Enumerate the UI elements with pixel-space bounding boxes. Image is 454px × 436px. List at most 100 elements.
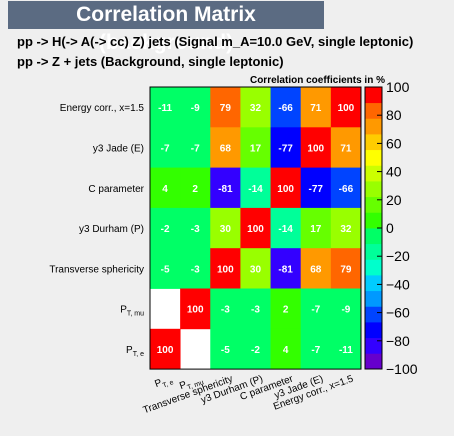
heatmap-cell-value: -11	[158, 103, 172, 114]
heatmap-cell-value: -3	[191, 224, 200, 235]
colorbar-segment	[365, 275, 382, 292]
heatmap-cell-value: -9	[341, 305, 350, 316]
heatmap-cell	[180, 127, 211, 168]
heatmap-cell-value: -2	[251, 345, 260, 356]
row-label: Transverse sphericity	[49, 264, 144, 275]
heatmap-cell	[270, 248, 302, 289]
heatmap-cell	[150, 328, 181, 370]
heatmap-cell	[270, 207, 302, 249]
heatmap-cell-value: 4	[162, 184, 168, 195]
colorbar-segment	[365, 212, 382, 229]
heatmap-cell	[150, 127, 181, 168]
heatmap-cell-value: -5	[161, 264, 170, 275]
colorbar-segment	[365, 149, 382, 166]
heatmap-cell	[270, 288, 302, 330]
heatmap-cell-value: 2	[283, 305, 289, 316]
colorbar-tick-label: 100	[386, 79, 410, 95]
heatmap-cell	[330, 328, 362, 370]
heatmap-cell-value: 100	[307, 143, 324, 154]
heatmap-cell-value: -14	[248, 184, 263, 195]
heatmap-cell	[330, 288, 362, 330]
colorbar-segment	[365, 337, 382, 354]
heatmap-cell-value: 17	[250, 143, 262, 154]
colorbar-segment	[365, 322, 382, 339]
heatmap-cell	[240, 288, 271, 330]
heatmap-cell	[210, 288, 241, 330]
heatmap-cell	[300, 127, 332, 168]
heatmap-cell	[300, 207, 332, 249]
colorbar-segment	[365, 102, 382, 119]
row-label: C parameter	[88, 184, 144, 195]
heatmap-cell-value: -7	[311, 305, 320, 316]
row-label: y3 Jade (E)	[93, 143, 144, 154]
heatmap-cell	[150, 248, 181, 289]
heatmap-cell-value: -14	[278, 224, 293, 235]
heatmap-cell-value: -77	[278, 143, 293, 154]
heatmap-cell-value: 4	[283, 345, 289, 356]
colorbar-tick-label: 0	[386, 220, 394, 236]
column-label: PT, e	[153, 374, 174, 392]
heatmap-cell-value: -66	[339, 184, 354, 195]
colorbar-segment	[365, 228, 382, 245]
heatmap-cell	[240, 87, 271, 128]
colorbar-tick-label: −60	[386, 305, 410, 321]
heatmap-cell	[270, 167, 302, 209]
colorbar-tick-label: −100	[386, 361, 418, 377]
heatmap-cell	[210, 207, 241, 249]
heatmap-cell-value: -81	[218, 184, 233, 195]
heatmap-cell-value: -3	[251, 305, 260, 316]
heatmap-cell	[240, 207, 271, 249]
heatmap-cell-value: 100	[217, 264, 234, 275]
heatmap-cell	[150, 207, 181, 249]
page-title: Correlation Matrix (background)	[8, 1, 324, 54]
heatmap-cell	[150, 167, 181, 209]
colorbar-segment	[365, 353, 382, 370]
heatmap-cell-value: 79	[340, 264, 352, 275]
colorbar-segment	[365, 196, 382, 213]
heatmap-cell-value: -3	[221, 305, 230, 316]
signal-subtitle: pp -> H(-> A(-> cc) Z) jets (Signal m_A=…	[17, 34, 414, 49]
heatmap-cell	[210, 127, 241, 168]
row-label: Energy corr., x=1.5	[60, 103, 145, 114]
heatmap-cell	[180, 207, 211, 249]
heatmap-cell-value: -7	[191, 143, 200, 154]
heatmap-cell	[240, 167, 271, 209]
heatmap-cell-value: -77	[309, 184, 324, 195]
row-label: PT, mu	[120, 305, 144, 318]
heatmap-cell	[270, 87, 302, 128]
colorbar-segment	[365, 259, 382, 276]
colorbar-segment	[365, 165, 382, 182]
heatmap-cell	[210, 87, 241, 128]
heatmap-cell	[330, 207, 362, 249]
colorbar-segment	[365, 87, 382, 104]
heatmap-cell	[270, 127, 302, 168]
heatmap-cell-value: -11	[339, 345, 353, 356]
chart-title: Correlation coefficients in %	[250, 75, 385, 86]
heatmap-cell-value: 100	[247, 224, 264, 235]
heatmap-cell-value: 32	[250, 103, 262, 114]
colorbar-tick-label: −80	[386, 333, 410, 349]
heatmap-cell	[180, 87, 211, 128]
colorbar-tick-label: 60	[386, 135, 402, 151]
heatmap-cell	[150, 87, 181, 128]
heatmap-cell	[300, 328, 332, 370]
heatmap-cell-value: 100	[157, 345, 174, 356]
heatmap-cell	[180, 288, 211, 330]
heatmap-cell-value: -7	[311, 345, 320, 356]
heatmap-cell	[180, 248, 211, 289]
heatmap-cell	[240, 248, 271, 289]
heatmap-cell-value: 100	[277, 184, 294, 195]
heatmap-cell-value: -9	[191, 103, 200, 114]
colorbar-segment	[365, 181, 382, 198]
colorbar-segment	[365, 118, 382, 135]
plot-frame	[149, 86, 362, 370]
colorbar-tick-label: −40	[386, 276, 410, 292]
heatmap-cell-value: -3	[191, 264, 200, 275]
heatmap-cell-value: 100	[338, 103, 355, 114]
heatmap-cell-value: 30	[220, 224, 232, 235]
heatmap-cell-value: 68	[220, 143, 232, 154]
colorbar-segment	[365, 243, 382, 260]
colorbar-tick-label: −20	[386, 248, 410, 264]
background-subtitle: pp -> Z + jets (Background, single lepto…	[17, 54, 284, 69]
